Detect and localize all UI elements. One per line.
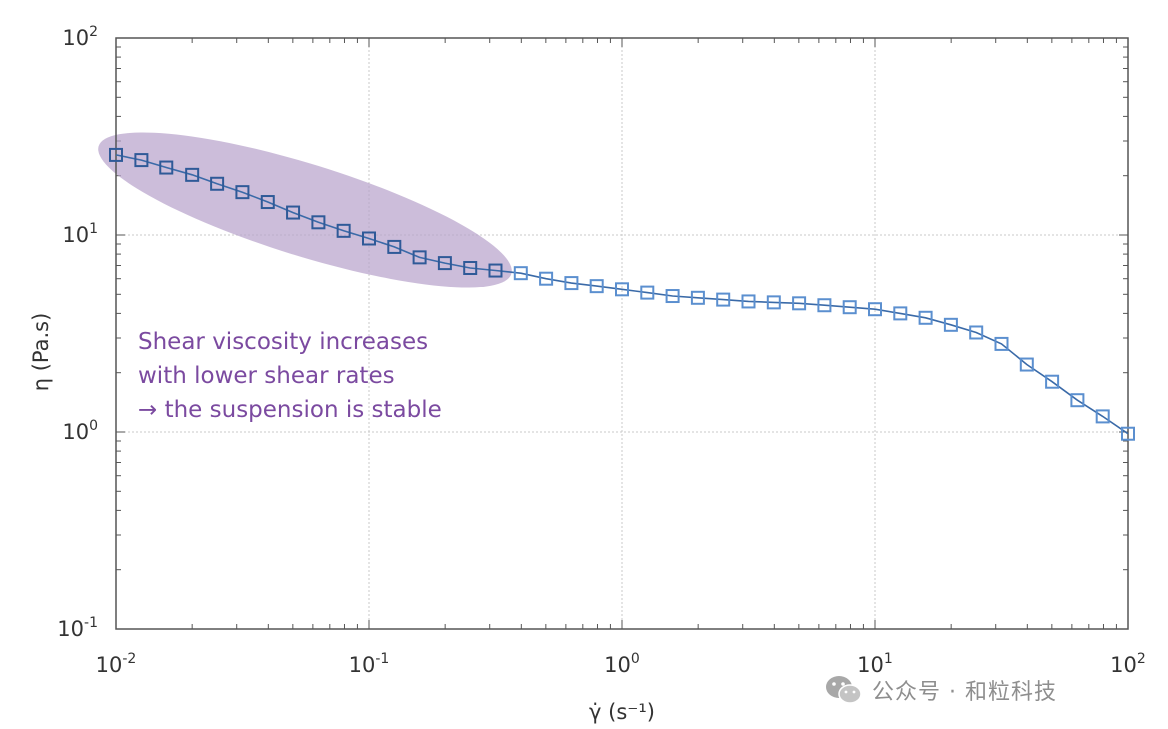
x-tick-label: 102	[1110, 651, 1146, 677]
data-point	[868, 302, 882, 317]
y-tick-label: 102	[62, 24, 98, 50]
data-point	[1045, 374, 1060, 389]
data-point	[690, 290, 705, 305]
annotation: Shear viscosity increases with lower she…	[138, 329, 442, 423]
data-point	[1070, 393, 1085, 408]
y-tick-label: 10-1	[57, 615, 98, 641]
data-point	[969, 325, 984, 340]
data-point	[362, 231, 376, 246]
data-point	[463, 260, 478, 275]
data-point	[640, 285, 655, 300]
data-point	[210, 176, 225, 191]
data-point	[918, 310, 933, 325]
data-point	[1095, 409, 1110, 424]
x-tick-label: 100	[604, 651, 640, 677]
data-point	[792, 296, 807, 311]
data-point	[741, 294, 756, 309]
x-axis-label: γ̇ (s⁻¹)	[589, 700, 655, 724]
data-point	[488, 263, 503, 278]
annotation-line-3: → the suspension is stable	[138, 397, 442, 423]
data-point	[564, 276, 579, 291]
x-tick-label: 101	[857, 651, 893, 677]
data-point	[235, 185, 250, 200]
data-point	[589, 279, 604, 294]
data-point	[539, 271, 554, 286]
data-point	[817, 298, 832, 313]
data-point	[615, 282, 629, 297]
data-point	[109, 147, 123, 162]
tick-labels: 10-2 10-1 100 101 102 10-1 100 101 102	[57, 24, 1146, 677]
data-point	[185, 167, 200, 182]
x-tick-label: 10-1	[349, 651, 390, 677]
data-point	[665, 289, 680, 304]
series-line	[115, 154, 1129, 435]
data-point	[893, 306, 908, 321]
data-point	[311, 215, 326, 230]
data-point	[412, 250, 427, 265]
data-point	[766, 295, 781, 310]
y-axis-label: η (Pa.s)	[29, 313, 53, 392]
data-point	[387, 239, 402, 254]
wechat-icon	[826, 676, 862, 704]
data-point	[336, 223, 351, 238]
data-point	[134, 153, 149, 168]
y-tick-label: 100	[62, 418, 98, 444]
series-eta	[109, 147, 1135, 441]
data-point	[716, 292, 731, 307]
watermark-text: 公众号 · 和粒科技	[872, 680, 1057, 705]
data-point	[1019, 357, 1034, 372]
annotation-line-2: with lower shear rates	[138, 363, 395, 389]
data-point	[842, 300, 857, 315]
data-point	[286, 205, 301, 220]
x-tick-label: 10-2	[96, 651, 137, 677]
data-point	[513, 266, 528, 281]
y-tick-label: 101	[62, 221, 98, 247]
watermark: 公众号 · 和粒科技	[824, 672, 1057, 708]
plot-frame	[115, 37, 1129, 630]
annotation-line-1: Shear viscosity increases	[138, 329, 428, 355]
data-point	[260, 195, 275, 210]
data-point	[1121, 426, 1135, 441]
highlight-region	[98, 132, 512, 288]
data-point	[994, 336, 1009, 351]
data-point	[437, 256, 452, 271]
data-point	[159, 160, 174, 175]
data-point	[943, 317, 958, 332]
